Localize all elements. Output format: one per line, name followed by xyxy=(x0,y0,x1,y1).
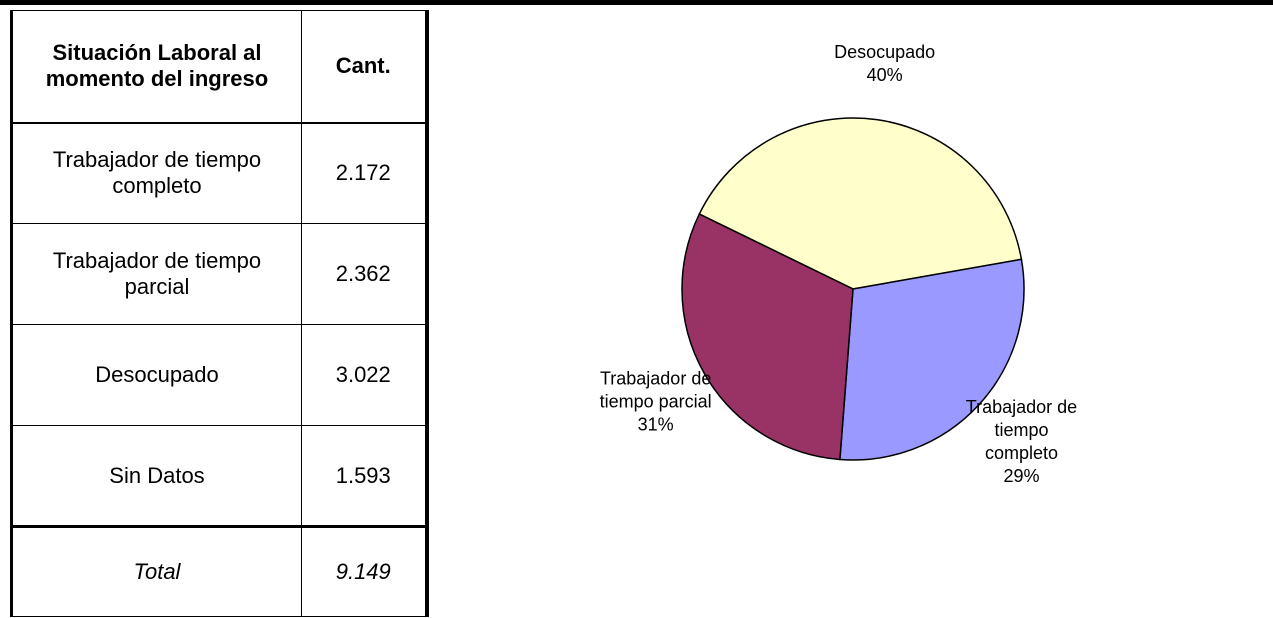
pie-slice xyxy=(839,258,1025,461)
cell: 2.362 xyxy=(301,223,429,325)
header-row: Situación Laboral al momento del ingreso… xyxy=(10,10,429,124)
slice-value: 31% xyxy=(637,414,674,435)
slice-category: Trabajador de tiempo completo xyxy=(965,396,1078,463)
cell: Trabajador de tiempo parcial xyxy=(10,223,302,325)
header-cell: Situación Laboral al momento del ingreso xyxy=(10,10,302,124)
slice-category: Trabajador de tiempo parcial xyxy=(599,368,712,412)
pie-slice xyxy=(698,117,1023,290)
data-table: Situación Laboral al momento del ingreso… xyxy=(10,10,429,617)
cell: Trabajador de tiempo completo xyxy=(10,122,302,224)
header-cell: Cant. xyxy=(301,10,429,124)
cell: 3.022 xyxy=(301,324,429,426)
slice-value: 40% xyxy=(866,64,903,85)
slice-value: 29% xyxy=(1003,465,1040,486)
pie-chart xyxy=(681,117,1025,461)
cell: 1.593 xyxy=(301,425,429,527)
cell: Sin Datos xyxy=(10,425,302,527)
slice-label: Trabajador de tiempo completo 29% xyxy=(956,396,1086,488)
total-cell: Total xyxy=(10,525,302,617)
total-cell: 9.149 xyxy=(301,525,429,617)
slice-label: Trabajador de tiempo parcial 31% xyxy=(591,368,721,437)
cell: 2.172 xyxy=(301,122,429,224)
slice-label: Desocupado 40% xyxy=(820,41,950,87)
slice-category: Desocupado xyxy=(834,41,936,62)
pie-slice xyxy=(681,213,854,461)
cell: Desocupado xyxy=(10,324,302,426)
